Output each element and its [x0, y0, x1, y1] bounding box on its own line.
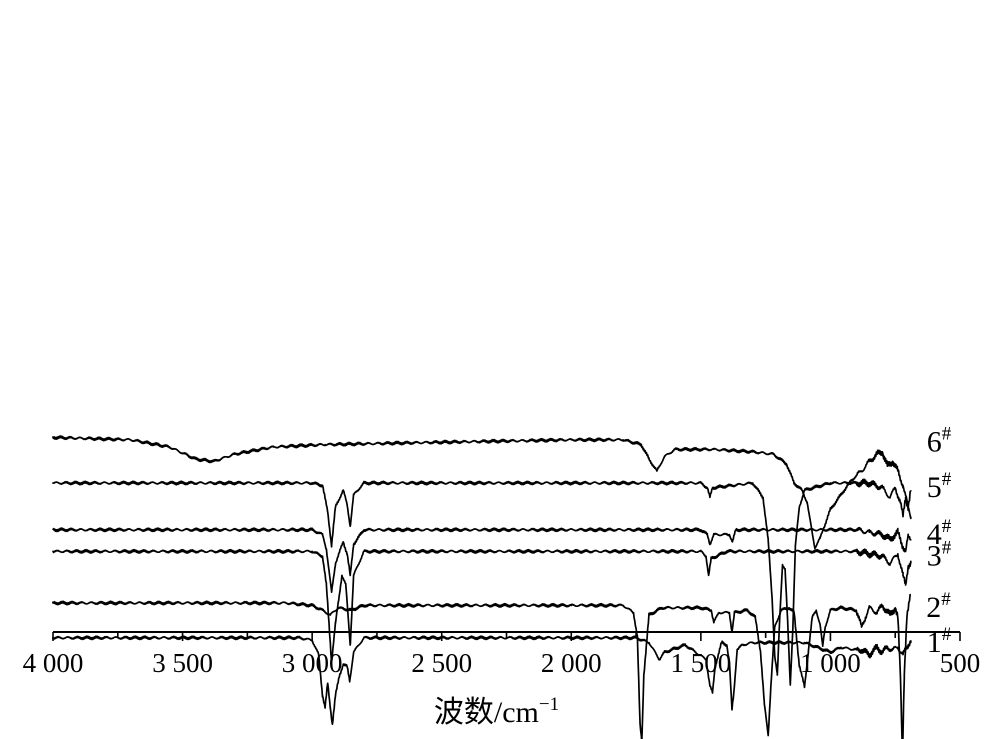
spectrum-line-5: [52, 478, 912, 686]
spectrum-line-6: [52, 435, 912, 550]
series-label-number: 3: [927, 539, 942, 572]
spectrum-line-2: [52, 593, 912, 739]
spectra-group: [52, 435, 912, 739]
series-label-number: 5: [927, 471, 942, 504]
series-labels-group: 6#5#4#3#2#1#: [926, 423, 952, 658]
series-label-3: 3#: [927, 537, 952, 572]
series-label-1: 1#: [927, 624, 952, 659]
x-tick-label: 1 500: [670, 648, 731, 678]
series-label-2: 2#: [926, 589, 951, 624]
series-label-number: 2: [926, 591, 941, 624]
series-label-number: 4: [927, 518, 942, 551]
x-tick-label: 2 000: [541, 648, 602, 678]
x-tick-label: 3 000: [282, 648, 343, 678]
x-tick-label: 4 000: [23, 648, 84, 678]
x-axis-title: 波数/cm−1: [434, 694, 559, 729]
x-tick-label: 2 500: [411, 648, 472, 678]
x-tick-label: 500: [940, 648, 981, 678]
series-label-superscript: #: [942, 537, 952, 558]
series-label-superscript: #: [942, 624, 952, 645]
spectrum-line-4: [52, 526, 912, 594]
series-label-superscript: #: [942, 469, 952, 490]
spectrum-line-1: [52, 635, 912, 726]
series-label-4: 4#: [927, 516, 952, 551]
series-label-superscript: #: [941, 589, 951, 610]
x-tick-label: 1 000: [800, 648, 861, 678]
series-label-6: 6#: [927, 423, 952, 458]
x-axis-title-text: 波数/cm: [434, 696, 539, 729]
series-label-5: 5#: [927, 469, 952, 504]
series-label-number: 6: [927, 425, 942, 458]
series-label-superscript: #: [942, 423, 952, 444]
series-label-superscript: #: [942, 516, 952, 537]
x-axis-title-superscript: −1: [539, 694, 559, 715]
series-label-number: 1: [927, 626, 942, 659]
spectrum-line-3: [52, 548, 912, 663]
x-tick-label: 3 500: [152, 648, 213, 678]
x-axis: 4 000 3 500 3 000 2 500 2 000 1 500 1 000 500: [23, 631, 981, 678]
